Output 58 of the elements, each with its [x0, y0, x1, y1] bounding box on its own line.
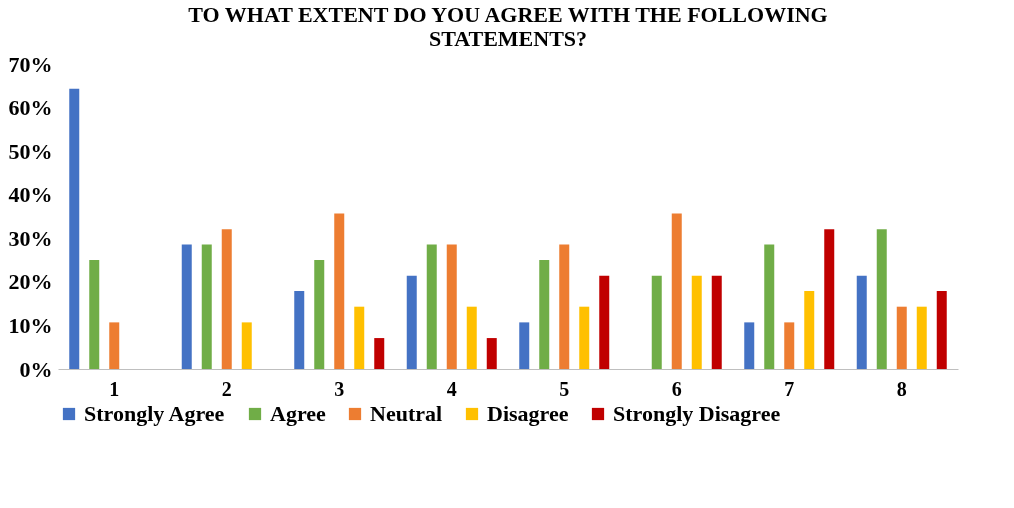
- x-tick-label: 3: [334, 377, 345, 400]
- x-tick-label: 7: [784, 377, 795, 400]
- bar: [896, 306, 907, 369]
- bar: [334, 213, 345, 369]
- bar: [824, 229, 835, 369]
- bar: [916, 306, 927, 369]
- bar: [314, 260, 325, 369]
- legend-label: Strongly Disagree: [613, 401, 781, 426]
- y-tick-label: 50%: [8, 138, 53, 164]
- y-tick-label: 60%: [8, 95, 53, 121]
- bar: [744, 322, 755, 369]
- bar: [579, 306, 590, 369]
- y-tick-label: 70%: [8, 51, 53, 77]
- legend-label: Neutral: [370, 401, 443, 426]
- bar: [519, 322, 530, 369]
- bar: [69, 88, 80, 369]
- bar: [599, 275, 610, 369]
- bar: [936, 291, 947, 369]
- bar: [406, 275, 417, 369]
- bar: [671, 213, 682, 369]
- y-tick-label: 30%: [8, 225, 53, 251]
- y-tick-label: 0%: [19, 356, 53, 382]
- bar: [354, 306, 365, 369]
- y-tick-label: 10%: [8, 312, 53, 338]
- bar: [651, 275, 662, 369]
- bar: [764, 244, 775, 369]
- bar: [446, 244, 457, 369]
- bar: [466, 306, 477, 369]
- bar: [201, 244, 212, 369]
- bar: [711, 275, 722, 369]
- bar: [294, 291, 305, 369]
- bar: [89, 260, 100, 369]
- bar: [804, 291, 815, 369]
- bar: [374, 338, 385, 369]
- x-tick-label: 4: [446, 377, 457, 400]
- x-tick-label: 2: [221, 377, 232, 400]
- bar: [856, 275, 867, 369]
- y-tick-label: 20%: [8, 269, 53, 295]
- bar: [109, 322, 120, 369]
- bar: [181, 244, 192, 369]
- y-tick-label: 40%: [8, 182, 53, 208]
- legend-label: Strongly Agree: [84, 401, 225, 426]
- legend-label: Agree: [270, 401, 327, 426]
- bar: [241, 322, 252, 369]
- x-tick-label: 8: [896, 377, 907, 400]
- x-tick-label: 5: [559, 377, 570, 400]
- bar: [426, 244, 437, 369]
- bar: [784, 322, 795, 369]
- bar: [559, 244, 570, 369]
- chart-title: TO WHAT EXTENT DO YOU AGREE WITH THE FOLLOWING STATEMENTS?: [188, 2, 828, 51]
- x-tick-label: 1: [109, 377, 120, 400]
- legend-label: Disagree: [487, 401, 569, 426]
- x-tick-label: 6: [671, 377, 682, 400]
- bar: [876, 229, 887, 369]
- bar: [539, 260, 550, 369]
- bar: [221, 229, 232, 369]
- bar: [691, 275, 702, 369]
- bar: [486, 338, 497, 369]
